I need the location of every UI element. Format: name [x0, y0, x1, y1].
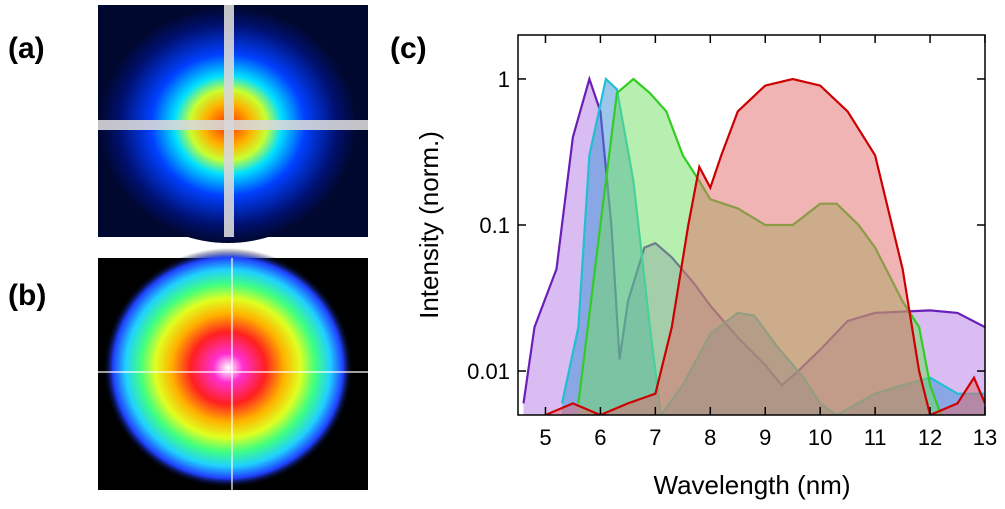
x-tick-label: 10: [808, 425, 832, 450]
series-line: [545, 77, 985, 415]
x-tick-label: 13: [973, 425, 997, 450]
area-fill: [545, 79, 985, 415]
x-axis-label: Wavelength (nm): [654, 470, 851, 500]
image-a: [98, 5, 368, 243]
x-tick-label: 5: [539, 425, 551, 450]
y-tick-label: 1: [498, 67, 510, 92]
y-tick-label: 0.01: [467, 359, 510, 384]
image-b: [98, 248, 368, 490]
x-tick-label: 12: [918, 425, 942, 450]
panel-label: (a): [8, 32, 45, 65]
x-tick-label: 11: [864, 425, 887, 450]
panel-label: (c): [390, 32, 427, 65]
plot-area: [522, 75, 985, 415]
x-tick-label: 6: [594, 425, 606, 450]
x-tick-label: 7: [649, 425, 661, 450]
x-tick-label: 9: [759, 425, 771, 450]
x-tick-label: 8: [704, 425, 716, 450]
panel-label: (b): [8, 279, 46, 312]
y-axis-label: Intensity (norm.): [414, 131, 444, 319]
y-tick-label: 0.1: [479, 213, 510, 238]
